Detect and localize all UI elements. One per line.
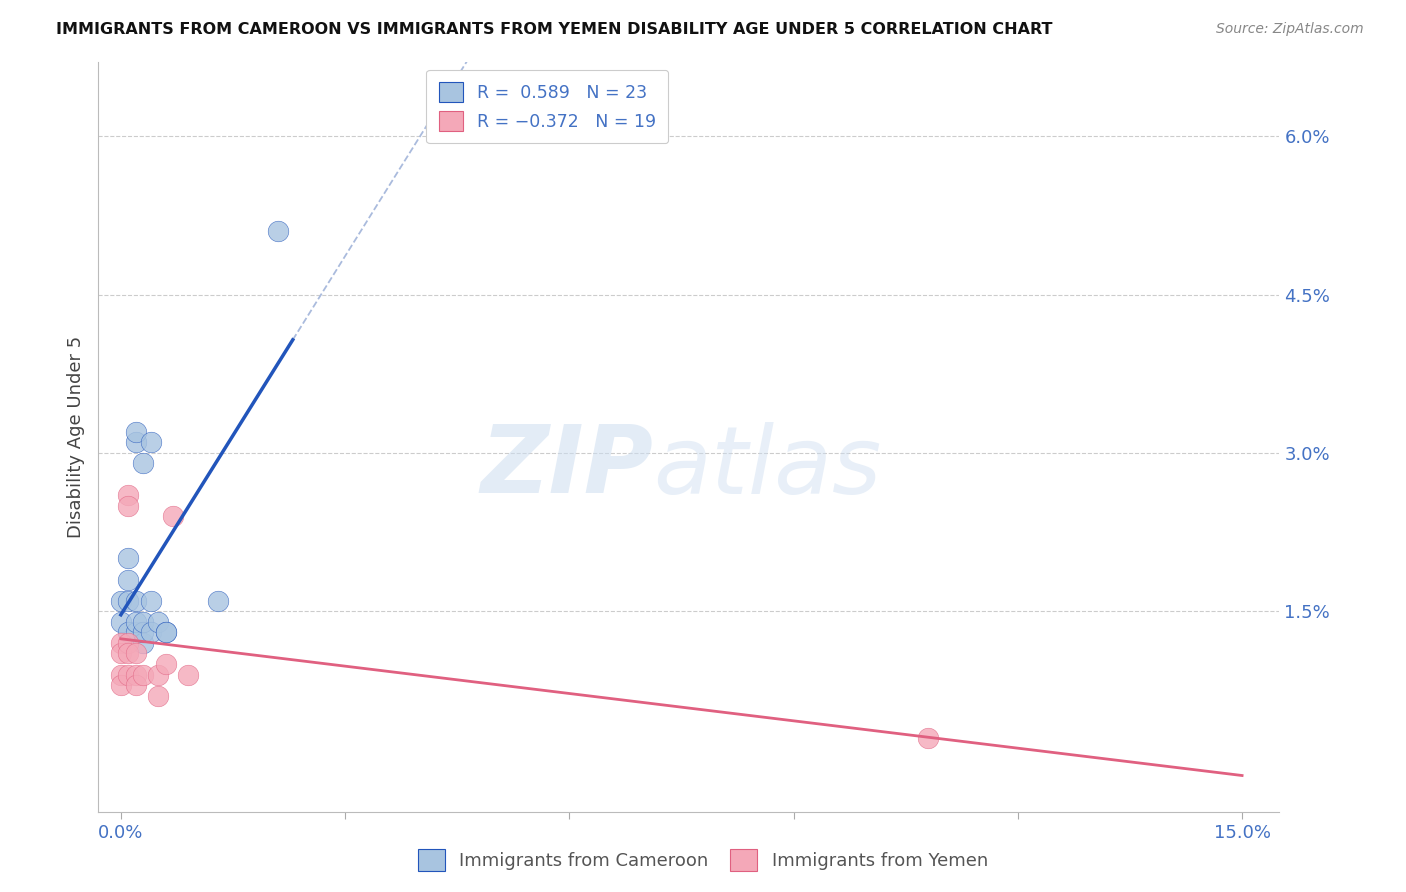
Text: Source: ZipAtlas.com: Source: ZipAtlas.com [1216, 22, 1364, 37]
Point [110, 615, 132, 629]
Point [125, 647, 148, 661]
Point [125, 625, 148, 640]
Point [155, 625, 177, 640]
Legend: R =  0.589   N = 23, R = −0.372   N = 19: R = 0.589 N = 23, R = −0.372 N = 19 [426, 70, 668, 143]
Point [267, 224, 290, 238]
Point [148, 667, 170, 681]
Point [207, 593, 229, 607]
Point [132, 615, 155, 629]
Point [132, 667, 155, 681]
Point [125, 615, 148, 629]
Point [125, 593, 148, 607]
Point [117, 636, 139, 650]
Point [132, 457, 155, 471]
Text: atlas: atlas [654, 422, 882, 513]
Point [132, 625, 155, 640]
Point [117, 551, 139, 566]
Legend: Immigrants from Cameroon, Immigrants from Yemen: Immigrants from Cameroon, Immigrants fro… [411, 842, 995, 879]
Point [117, 488, 139, 502]
Point [110, 636, 132, 650]
Point [125, 435, 148, 450]
Point [139, 593, 162, 607]
Y-axis label: Disability Age Under 5: Disability Age Under 5 [66, 336, 84, 538]
Point [117, 625, 139, 640]
Point [117, 667, 139, 681]
Point [155, 625, 177, 640]
Text: ZIP: ZIP [481, 421, 654, 513]
Point [125, 667, 148, 681]
Point [155, 657, 177, 671]
Text: IMMIGRANTS FROM CAMEROON VS IMMIGRANTS FROM YEMEN DISABILITY AGE UNDER 5 CORRELA: IMMIGRANTS FROM CAMEROON VS IMMIGRANTS F… [56, 22, 1053, 37]
Point [139, 435, 162, 450]
Point [139, 625, 162, 640]
Point [117, 573, 139, 587]
Point [125, 678, 148, 692]
Point [110, 593, 132, 607]
Point [110, 678, 132, 692]
Point [117, 593, 139, 607]
Point [162, 509, 184, 524]
Point [132, 636, 155, 650]
Point [110, 647, 132, 661]
Point [125, 425, 148, 439]
Point [110, 667, 132, 681]
Point [917, 731, 939, 745]
Point [148, 689, 170, 703]
Point [117, 499, 139, 513]
Point [177, 667, 200, 681]
Point [148, 615, 170, 629]
Point [117, 647, 139, 661]
